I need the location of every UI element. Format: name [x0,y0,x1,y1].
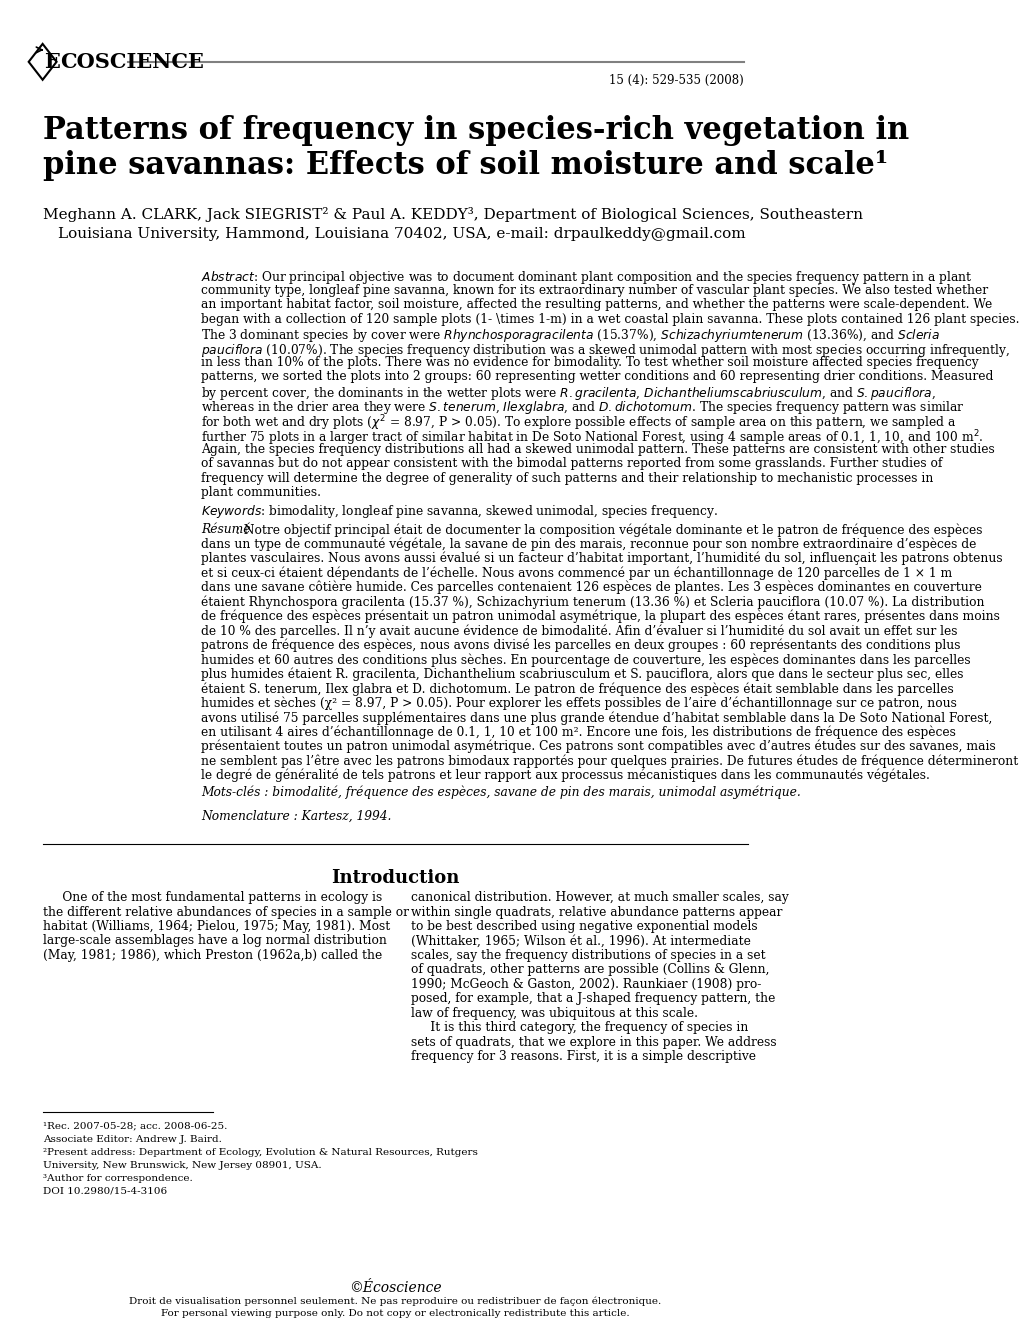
Text: habitat (Williams, 1964; Pielou, 1975; May, 1981). Most: habitat (Williams, 1964; Pielou, 1975; M… [43,920,389,933]
Text: It is this third category, the frequency of species in: It is this third category, the frequency… [411,1022,747,1034]
Text: Associate Editor: Andrew J. Baird.: Associate Editor: Andrew J. Baird. [43,1135,221,1144]
Text: $\it{Keywords}$: bimodality, longleaf pine savanna, skewed unimodal, species fre: $\it{Keywords}$: bimodality, longleaf pi… [202,503,717,520]
Text: Résumé: Résumé [202,523,251,536]
Text: scales, say the frequency distributions of species in a set: scales, say the frequency distributions … [411,949,764,962]
Text: 15 (4): 529-535 (2008): 15 (4): 529-535 (2008) [608,74,743,87]
Text: présentaient toutes un patron unimodal asymétrique. Ces patrons sont compatibles: présentaient toutes un patron unimodal a… [202,741,996,754]
Text: étaient Rhynchospora gracilenta (15.37 %), Schizachyrium tenerum (13.36 %) et Sc: étaient Rhynchospora gracilenta (15.37 %… [202,595,984,609]
Text: plant communities.: plant communities. [202,486,321,499]
Text: Again, the species frequency distributions all had a skewed unimodal pattern. Th: Again, the species frequency distributio… [202,442,995,455]
Text: plantes vasculaires. Nous avons aussi évalué si un facteur d’habitat important, : plantes vasculaires. Nous avons aussi év… [202,552,1002,565]
Text: in less than 10% of the plots. There was no evidence for bimodality. To test whe: in less than 10% of the plots. There was… [202,356,978,370]
Text: frequency will determine the degree of generality of such patterns and their rel: frequency will determine the degree of g… [202,471,933,484]
Text: ©Écoscience: ©Écoscience [348,1282,441,1295]
Text: of quadrats, other patterns are possible (Collins & Glenn,: of quadrats, other patterns are possible… [411,964,768,977]
Text: $\it{Abstract}$: Our principal objective was to document dominant plant composit: $\it{Abstract}$: Our principal objective… [202,269,972,286]
Text: One of the most fundamental patterns in ecology is: One of the most fundamental patterns in … [43,891,381,904]
Text: the different relative abundances of species in a sample or: the different relative abundances of spe… [43,906,409,919]
Text: DOI 10.2980/15-4-3106: DOI 10.2980/15-4-3106 [43,1187,166,1196]
Text: began with a collection of 120 sample plots (1- \times 1-m) in a wet coastal pla: began with a collection of 120 sample pl… [202,313,1019,326]
Text: community type, longleaf pine savanna, known for its extraordinary number of vas: community type, longleaf pine savanna, k… [202,284,987,297]
Text: large-scale assemblages have a log normal distribution: large-scale assemblages have a log norma… [43,935,386,948]
Text: patrons de fréquence des espèces, nous avons divisé les parcelles en deux groupe: patrons de fréquence des espèces, nous a… [202,639,960,652]
Text: Introduction: Introduction [331,869,459,887]
Text: COSCIENCE: COSCIENCE [60,51,204,71]
Text: humides et 60 autres des conditions plus sèches. En pourcentage de couverture, l: humides et 60 autres des conditions plus… [202,653,970,667]
Text: $\it{pauciflora}$ (10.07%). The species frequency distribution was a skewed unim: $\it{pauciflora}$ (10.07%). The species … [202,342,1010,359]
Text: avons utilisé 75 parcelles supplémentaires dans une plus grande étendue d’habita: avons utilisé 75 parcelles supplémentair… [202,711,991,725]
Text: humides et sèches (χ² = 8.97, P > 0.05). Pour explorer les effets possibles de l: humides et sèches (χ² = 8.97, P > 0.05).… [202,697,957,710]
Text: canonical distribution. However, at much smaller scales, say: canonical distribution. However, at much… [411,891,788,904]
Text: en utilisant 4 aires d’échantillonnage de 0.1, 1, 10 et 100 m². Encore une fois,: en utilisant 4 aires d’échantillonnage d… [202,726,956,739]
Text: dans un type de communauté végétale, la savane de pin des marais, reconnue pour : dans un type de communauté végétale, la … [202,537,976,550]
Text: pine savannas: Effects of soil moisture and scale¹: pine savannas: Effects of soil moisture … [43,149,888,181]
Text: étaient S. tenerum, Ilex glabra et D. dichotomum. Le patron de fréquence des esp: étaient S. tenerum, Ilex glabra et D. di… [202,682,954,696]
Text: The 3 dominant species by cover were $\it{Rhynchospora gracilenta}$ (15.37%), $\: The 3 dominant species by cover were $\i… [202,327,940,345]
Text: ne semblent pas l’être avec les patrons bimodaux rapportés pour quelques prairie: ne semblent pas l’être avec les patrons … [202,755,1018,768]
Text: et si ceux-ci étaient dépendants de l’échelle. Nous avons commencé par un échant: et si ceux-ci étaient dépendants de l’éc… [202,566,952,579]
Text: de 10 % des parcelles. Il n’y avait aucune évidence de bimodalité. Afin d’évalue: de 10 % des parcelles. Il n’y avait aucu… [202,624,957,638]
Text: Mots-clés : bimodalité, fréquence des espèces, savane de pin des marais, unimoda: Mots-clés : bimodalité, fréquence des es… [202,785,801,799]
Text: whereas in the drier area they were $\it{S. tenerum}$, $\it{Ilex glabra}$, and $: whereas in the drier area they were $\it… [202,400,964,416]
Text: Patterns of frequency in species-rich vegetation in: Patterns of frequency in species-rich ve… [43,115,908,145]
Text: to be best described using negative exponential models: to be best described using negative expo… [411,920,757,933]
Text: : Notre objectif principal était de documenter la composition végétale dominante: : Notre objectif principal était de docu… [232,523,982,536]
Text: ¹Rec. 2007-05-28; acc. 2008-06-25.: ¹Rec. 2007-05-28; acc. 2008-06-25. [43,1122,227,1131]
Text: 1990; McGeoch & Gaston, 2002). Raunkiaer (1908) pro-: 1990; McGeoch & Gaston, 2002). Raunkiaer… [411,978,760,991]
Text: of savannas but do not appear consistent with the bimodal patterns reported from: of savannas but do not appear consistent… [202,457,942,470]
Text: le degré de généralité de tels patrons et leur rapport aux processus mécanistiqu: le degré de généralité de tels patrons e… [202,768,929,783]
Text: de fréquence des espèces présentait un patron unimodal asymétrique, la plupart d: de fréquence des espèces présentait un p… [202,610,1000,623]
Text: For personal viewing purpose only. Do not copy or electronically redistribute th: For personal viewing purpose only. Do no… [161,1309,629,1319]
Text: for both wet and dry plots ($\chi^2$ = 8.97, P > 0.05). To explore possible effe: for both wet and dry plots ($\chi^2$ = 8… [202,414,956,433]
Text: posed, for example, that a J-shaped frequency pattern, the: posed, for example, that a J-shaped freq… [411,993,774,1006]
Text: plus humides étaient R. gracilenta, Dichanthelium scabriusculum et S. pauciflora: plus humides étaient R. gracilenta, Dich… [202,668,963,681]
Text: University, New Brunswick, New Jersey 08901, USA.: University, New Brunswick, New Jersey 08… [43,1160,321,1170]
Text: dans une savane côtière humide. Ces parcelles contenaient 126 espèces de plantes: dans une savane côtière humide. Ces parc… [202,581,981,594]
Text: by percent cover, the dominants in the wetter plots were $\it{R. gracilenta}$, $: by percent cover, the dominants in the w… [202,385,935,403]
Text: further 75 plots in a larger tract of similar habitat in De Soto National Forest: further 75 plots in a larger tract of si… [202,428,983,447]
Text: law of frequency, was ubiquitous at this scale.: law of frequency, was ubiquitous at this… [411,1007,697,1020]
Text: ³Author for correspondence.: ³Author for correspondence. [43,1173,193,1183]
Text: frequency for 3 reasons. First, it is a simple descriptive: frequency for 3 reasons. First, it is a … [411,1051,755,1063]
Text: an important habitat factor, soil moisture, affected the resulting patterns, and: an important habitat factor, soil moistu… [202,298,991,312]
Text: within single quadrats, relative abundance patterns appear: within single quadrats, relative abundan… [411,906,782,919]
Text: Louisiana University, Hammond, Louisiana 70402, USA, e-mail: drpaulkeddy@gmail.c: Louisiana University, Hammond, Louisiana… [58,227,745,242]
Text: ²Present address: Department of Ecology, Evolution & Natural Resources, Rutgers: ²Present address: Department of Ecology,… [43,1148,477,1156]
Text: (Whittaker, 1965; Wilson ét al., 1996). At intermediate: (Whittaker, 1965; Wilson ét al., 1996). … [411,935,750,948]
Text: Meghann A. CLARK, Jack SIEGRIST² & Paul A. KEDDY³, Department of Biological Scie: Meghann A. CLARK, Jack SIEGRIST² & Paul … [43,207,862,223]
Text: (May, 1981; 1986), which Preston (1962a,b) called the: (May, 1981; 1986), which Preston (1962a,… [43,949,381,962]
Text: sets of quadrats, that we explore in this paper. We address: sets of quadrats, that we explore in thi… [411,1036,775,1048]
Text: E: E [44,51,60,71]
Text: patterns, we sorted the plots into 2 groups: 60 representing wetter conditions a: patterns, we sorted the plots into 2 gro… [202,371,993,384]
Text: Droit de visualisation personnel seulement. Ne pas reproduire ou redistribuer de: Droit de visualisation personnel seuleme… [129,1296,660,1305]
Text: Nomenclature : Kartesz, 1994.: Nomenclature : Kartesz, 1994. [202,809,391,822]
